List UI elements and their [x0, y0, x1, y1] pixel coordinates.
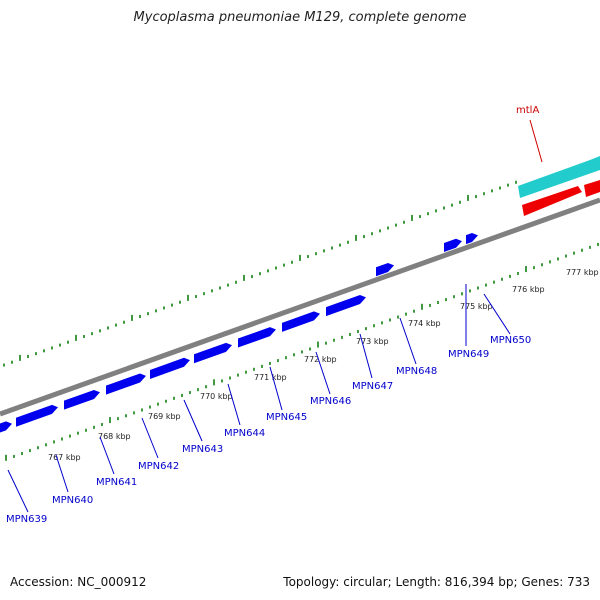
- kbp-label: 772 kbp: [304, 355, 337, 364]
- gene-leader-line: [483, 293, 511, 335]
- gene-label[interactable]: MPN641: [96, 477, 137, 488]
- gene-arrow[interactable]: [16, 404, 58, 427]
- gene-label[interactable]: MPN640: [52, 495, 93, 506]
- kbp-label: 776 kbp: [512, 285, 545, 294]
- gene-leader-line: [141, 417, 159, 459]
- kbp-label: 769 kbp: [148, 412, 181, 421]
- kbp-label: 773 kbp: [356, 337, 389, 346]
- red-feature-extension[interactable]: [584, 180, 600, 197]
- kbp-label: 774 kbp: [408, 319, 441, 328]
- upper-tick-row: [3, 180, 517, 367]
- gene-arrow[interactable]: [194, 342, 232, 364]
- lower-tick-row: [5, 242, 599, 461]
- gene-arrows: [0, 232, 478, 433]
- gene-arrow[interactable]: [150, 357, 190, 379]
- gene-arrow[interactable]: [0, 421, 12, 433]
- kbp-label: 767 kbp: [48, 453, 81, 462]
- accession-text: Accession: NC_000912: [10, 575, 147, 589]
- gene-leader-line: [55, 454, 69, 493]
- gene-leader-line: [359, 333, 373, 379]
- gene-label[interactable]: MPN647: [352, 381, 393, 392]
- gene-label[interactable]: MPN639: [6, 514, 47, 525]
- teal-feature[interactable]: [518, 156, 600, 198]
- gene-label[interactable]: MPN644: [224, 428, 265, 439]
- kbp-label: 771 kbp: [254, 373, 287, 382]
- gene-arrow[interactable]: [466, 232, 478, 245]
- genome-backbone: [0, 197, 600, 417]
- topology-text: Topology: circular; Length: 816,394 bp; …: [283, 575, 590, 589]
- gene-label[interactable]: MPN650: [490, 335, 531, 346]
- gene-label[interactable]: MPN642: [138, 461, 179, 472]
- gene-arrow[interactable]: [64, 389, 100, 410]
- gene-labels: MPN639MPN640MPN641MPN642MPN643MPN644MPN6…: [6, 284, 531, 525]
- gene-arrow[interactable]: [376, 262, 394, 277]
- kbp-label: 770 kbp: [200, 392, 233, 401]
- gene-arrow[interactable]: [444, 238, 462, 252]
- red-feature-group: mtlA: [516, 105, 600, 216]
- red-feature-mtla[interactable]: [522, 186, 582, 216]
- gene-leader-line: [7, 469, 29, 513]
- kbp-label: 768 kbp: [98, 432, 131, 441]
- gene-arrow[interactable]: [238, 327, 276, 348]
- gene-leader-line: [269, 366, 283, 411]
- gene-arrow[interactable]: [106, 373, 146, 395]
- gene-label[interactable]: MPN645: [266, 412, 307, 423]
- mtla-leader-line: [529, 119, 543, 163]
- gene-leader-line: [99, 436, 115, 475]
- gene-arrow[interactable]: [326, 294, 366, 317]
- mtla-label[interactable]: mtlA: [516, 105, 539, 116]
- gene-arrow[interactable]: [282, 311, 320, 332]
- map-title: Mycoplasma pneumoniae M129, complete gen…: [133, 10, 467, 25]
- gene-leader-line: [315, 351, 331, 395]
- kbp-labels: 767 kbp 768 kbp 769 kbp 770 kbp 771 kbp 772 k…: [48, 268, 599, 462]
- kbp-label: 775 kbp: [460, 302, 493, 311]
- gene-label[interactable]: MPN643: [182, 444, 223, 455]
- gene-leader-line: [183, 399, 203, 442]
- gene-label[interactable]: MPN648: [396, 366, 437, 377]
- gene-leader-line: [399, 317, 417, 365]
- gene-leader-line: [227, 383, 241, 426]
- kbp-label: 777 kbp: [566, 268, 599, 277]
- gene-label[interactable]: MPN646: [310, 396, 351, 407]
- gene-label[interactable]: MPN649: [448, 349, 489, 360]
- teal-feature-group: [518, 156, 600, 198]
